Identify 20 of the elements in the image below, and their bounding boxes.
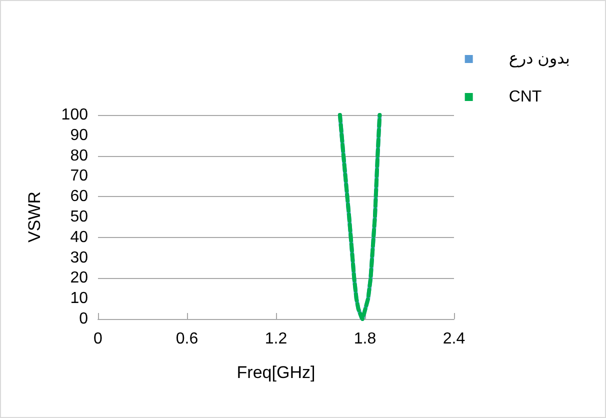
legend-label: بدون درع [508,50,570,68]
y-tick-label: 70 [70,168,88,185]
y-tick-label: 40 [70,228,88,246]
y-tick-label: 0 [79,310,88,328]
legend-label: CNT [508,88,542,106]
y-tick-label: 100 [61,106,88,124]
y-tick-label: 20 [70,270,88,287]
x-axis-title: Freq[GHz] [236,363,316,382]
x-tick-label: 2.4 [442,330,466,348]
y-tick-label: 60 [70,188,88,206]
y-tick-label: 30 [70,249,88,266]
y-axis-title: VSWR [25,192,44,242]
x-tick-label: 1.8 [354,330,376,348]
x-tick-label: 0.6 [176,330,198,348]
y-tick-label: 10 [70,290,88,308]
y-tick-label: 50 [70,208,88,226]
y-tick-label: 80 [70,147,88,164]
x-tick-label: 0 [94,330,103,348]
x-tick-label: 1.2 [264,330,288,348]
y-tick-label: 90 [70,126,88,144]
